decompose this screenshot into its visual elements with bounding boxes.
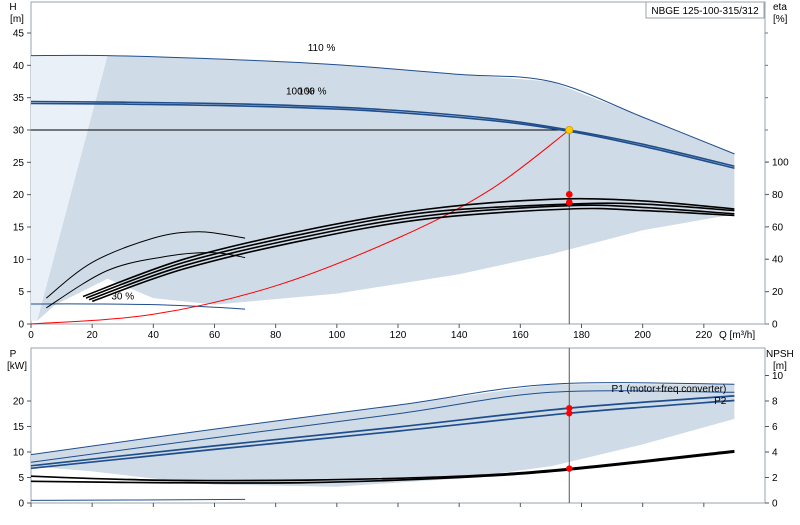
npsh-tick-label: 10	[772, 371, 784, 382]
y-tick-label: 25	[13, 158, 25, 169]
y-axis-unit: [m]	[10, 14, 24, 25]
y2-tick-label: 0	[772, 320, 778, 331]
y-tick-label: 30	[13, 126, 25, 137]
series-npsh-2	[30, 451, 735, 484]
x-tick-label: 200	[634, 330, 651, 341]
curve-label: 100 %	[298, 86, 326, 97]
p-axis-unit: [kW]	[7, 361, 27, 372]
y-tick-label: 10	[13, 255, 25, 266]
series-eta-thin-2	[46, 252, 246, 309]
chart-title: NBGE 125-100-315/312	[651, 6, 759, 17]
power-annotation: P2	[714, 396, 727, 407]
y2-tick-label: 60	[772, 222, 784, 233]
head-low-flow-area	[31, 55, 108, 321]
y2-axis-title: eta	[773, 2, 787, 13]
series-p-30	[30, 498, 246, 501]
power-marker-2	[566, 465, 573, 472]
x-tick-label: 220	[695, 330, 712, 341]
x-tick-label: 0	[28, 330, 34, 341]
series-head-100a	[30, 100, 735, 167]
title-box	[645, 1, 765, 19]
npsh-tick-label: 4	[772, 448, 778, 459]
series-p1-100	[30, 395, 735, 467]
series-head-30	[30, 303, 246, 310]
y2-tick-label: 100	[772, 158, 789, 169]
power-marker-1	[566, 410, 573, 417]
x-tick-label: 100	[328, 330, 345, 341]
series-p2-110	[30, 390, 735, 463]
y-tick-label: 0	[18, 320, 24, 331]
y-axis-title: H	[9, 2, 16, 13]
x-tick-label: 20	[87, 330, 99, 341]
y-tick-label: 15	[13, 223, 25, 234]
x-tick-label: 180	[573, 330, 590, 341]
x-axis-label: Q [m³/h]	[719, 330, 755, 341]
power-annotation: P1 (motor+freq.converter)	[612, 384, 727, 395]
y-tick-label: 40	[13, 61, 25, 72]
y2-tick-label: 40	[772, 255, 784, 266]
x-tick-label: 120	[390, 330, 407, 341]
series-p1-110	[30, 382, 735, 456]
series-head-110	[30, 54, 735, 155]
y2-tick-label: 80	[772, 190, 784, 201]
curve-label: 100 %	[286, 86, 314, 97]
p-tick-label: 15	[13, 422, 25, 433]
series-eta-4	[91, 207, 735, 303]
p-tick-label: 0	[18, 499, 24, 510]
y2-axis-unit: [%]	[773, 14, 788, 25]
npsh-axis-unit: [m]	[773, 361, 787, 372]
p-tick-label: 5	[18, 473, 24, 484]
npsh-axis-title: NPSH	[766, 349, 794, 360]
series-head-100b	[30, 102, 735, 169]
series-system-curve	[30, 129, 570, 325]
series-p2-100	[30, 399, 735, 470]
x-tick-label: 40	[148, 330, 160, 341]
p-axis-title: P	[10, 349, 17, 360]
p-tick-label: 20	[13, 397, 25, 408]
series-eta-3	[88, 204, 735, 301]
y-tick-label: 5	[18, 287, 24, 298]
y2-tick-label: 20	[772, 287, 784, 298]
npsh-tick-label: 6	[772, 422, 778, 433]
curve-label: 110 %	[308, 43, 336, 54]
x-tick-label: 140	[451, 330, 468, 341]
npsh-tick-label: 0	[772, 499, 778, 510]
series-npsh-1	[30, 449, 735, 482]
series-eta-thin-1	[45, 231, 246, 299]
p-tick-label: 10	[13, 448, 25, 459]
npsh-tick-label: 8	[772, 397, 778, 408]
x-tick-label: 160	[512, 330, 529, 341]
y-tick-label: 35	[13, 93, 25, 104]
npsh-tick-label: 2	[772, 473, 778, 484]
head-marker-1	[565, 190, 573, 198]
series-eta-2	[85, 202, 735, 299]
x-tick-label: 80	[270, 330, 282, 341]
head-marker-0	[565, 126, 574, 135]
head-marker-2	[565, 199, 573, 206]
y-tick-label: 20	[13, 190, 25, 201]
series-eta-1	[82, 197, 735, 298]
x-tick-label: 60	[209, 330, 221, 341]
curve-label: 30 %	[111, 291, 134, 302]
y-tick-label: 45	[13, 29, 25, 40]
